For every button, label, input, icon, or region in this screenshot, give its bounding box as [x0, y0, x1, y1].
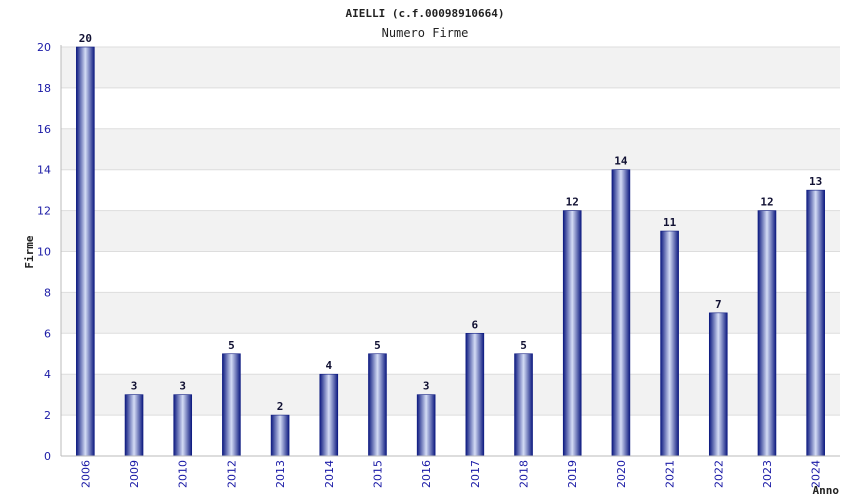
- y-tick-label: 20: [37, 41, 51, 54]
- bar-value-label: 3: [423, 380, 430, 393]
- bar-2024: [806, 189, 825, 457]
- y-tick-label: 12: [37, 205, 51, 218]
- bar-value-label: 4: [325, 359, 332, 372]
- bar-2019: [562, 210, 582, 457]
- bar-2016: [416, 394, 436, 457]
- bar-2006: [76, 46, 95, 457]
- y-tick-label: 18: [37, 82, 51, 95]
- x-tick-label: 2023: [761, 460, 774, 488]
- axes: [60, 45, 840, 457]
- bar-value-labels: 20 3 3 5 2 4 5 3 6 5 12 14 11 7 12 13: [79, 32, 823, 413]
- bar-value-label: 6: [472, 318, 479, 331]
- x-tick-label: 2017: [469, 460, 482, 488]
- x-tick-label: 2022: [712, 460, 725, 488]
- y-tick-labels: 0 2 4 6 8 10 12 14 16 18 20: [37, 41, 51, 463]
- bar-value-label: 5: [374, 339, 381, 352]
- x-tick-labels: 2006 2009 2010 2012 2013 2014 2015 2016 2017 2018…: [79, 460, 822, 488]
- bars: [76, 46, 825, 457]
- bar-2021: [660, 230, 679, 457]
- bar-value-label: 5: [520, 339, 527, 352]
- x-tick-label: 2014: [323, 460, 336, 488]
- bar-2018: [514, 353, 533, 457]
- bar-value-label: 3: [179, 380, 186, 393]
- chart-subtitle: Numero Firme: [382, 26, 469, 40]
- y-tick-label: 16: [37, 123, 51, 136]
- x-tick-label: 2024: [810, 460, 823, 488]
- bar-value-label: 12: [760, 196, 773, 209]
- bar-2020: [611, 169, 631, 457]
- bar-value-label: 5: [228, 339, 235, 352]
- bar-2014: [319, 373, 339, 457]
- y-tick-label: 4: [44, 368, 51, 381]
- chart-title: AIELLI (c.f.00098910664): [346, 7, 505, 20]
- x-tick-label: 2006: [79, 460, 92, 488]
- x-tick-label: 2013: [274, 460, 287, 488]
- x-tick-label: 2020: [615, 460, 628, 488]
- bar-value-label: 11: [663, 216, 677, 229]
- grid-band: [61, 128, 840, 170]
- bar-2010: [173, 394, 193, 457]
- y-tick-label: 0: [44, 450, 51, 463]
- bar-2013: [270, 414, 290, 457]
- x-tick-label: 2021: [664, 460, 677, 488]
- x-tick-label: 2015: [371, 460, 384, 488]
- bar-value-label: 20: [79, 32, 92, 45]
- bar-value-label: 7: [715, 298, 722, 311]
- bar-2022: [708, 312, 728, 457]
- bar-value-label: 13: [809, 175, 822, 188]
- bar-value-label: 12: [566, 196, 579, 209]
- x-tick-label: 2018: [518, 460, 531, 488]
- x-tick-label: 2012: [225, 460, 238, 488]
- grid-band: [61, 47, 840, 88]
- y-tick-label: 14: [37, 164, 51, 177]
- bar-value-label: 14: [614, 155, 628, 168]
- x-tick-label: 2010: [177, 460, 190, 488]
- bar-2017: [465, 332, 485, 457]
- bar-value-label: 2: [277, 400, 284, 413]
- y-tick-label: 2: [44, 409, 51, 422]
- y-tick-label: 10: [37, 246, 51, 259]
- grid-band: [61, 210, 840, 252]
- x-tick-label: 2019: [566, 460, 579, 488]
- x-tick-label: 2009: [128, 460, 141, 488]
- y-tick-label: 8: [44, 286, 51, 299]
- bar-2009: [124, 394, 144, 457]
- bar-2015: [368, 353, 387, 457]
- x-axis-label: Anno: [813, 484, 840, 497]
- bar-2012: [222, 353, 241, 457]
- y-tick-label: 6: [44, 327, 51, 340]
- y-axis-label: Firme: [23, 235, 36, 268]
- x-tick-label: 2016: [420, 460, 433, 488]
- bar-2023: [757, 210, 777, 457]
- bar-value-label: 3: [131, 380, 138, 393]
- gridlines: [61, 46, 840, 457]
